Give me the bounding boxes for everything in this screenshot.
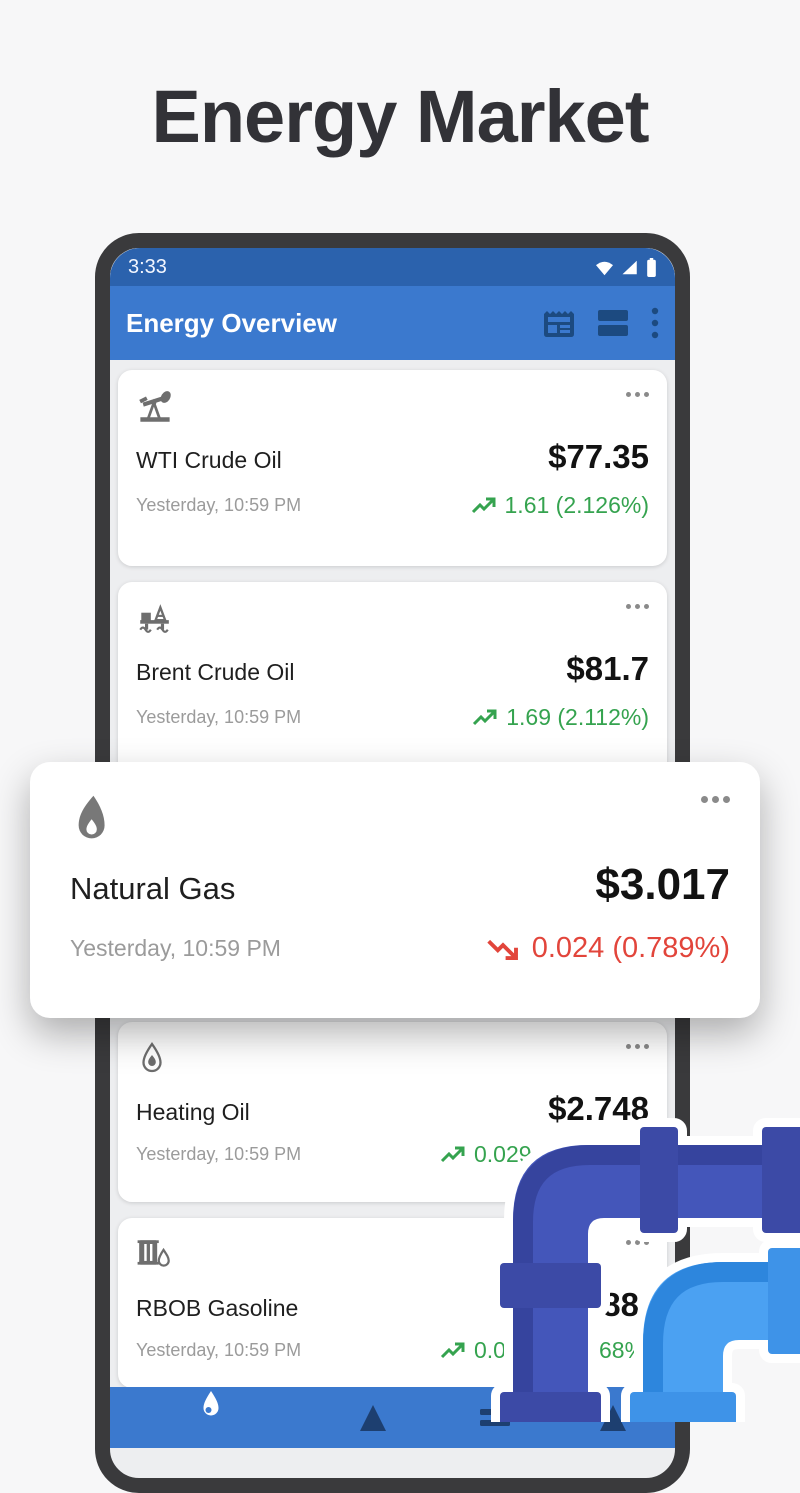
page-title: Energy Market <box>151 75 650 158</box>
trending-up-icon <box>440 1342 465 1358</box>
commodity-card-rbob[interactable]: RBOB Gasoline 88 Yesterday, 10:59 PM 0.0… <box>118 1218 667 1388</box>
commodity-updated: Yesterday, 10:59 PM <box>136 707 302 727</box>
trending-up-icon <box>471 497 496 513</box>
commodity-name: Brent Crude Oil <box>136 659 295 685</box>
chart-peak-icon[interactable] <box>598 1403 628 1433</box>
card-menu-button[interactable] <box>626 1040 649 1049</box>
cellular-signal-icon <box>622 260 637 274</box>
commodity-change: 0.024 (0.789%) <box>486 932 730 965</box>
gas-flame-icon <box>78 795 105 839</box>
oil-drop-flame-icon <box>142 1042 162 1073</box>
oil-pumpjack-icon <box>139 391 171 422</box>
commodity-price: $2.748 <box>548 1090 649 1127</box>
commodity-card-wti[interactable]: WTI Crude Oil $77.35 Yesterday, 10:59 PM… <box>118 370 667 566</box>
trending-up-icon <box>473 709 497 725</box>
trending-up-icon <box>440 1146 465 1162</box>
card-menu-button[interactable] <box>626 1236 649 1245</box>
trending-down-icon <box>487 939 518 960</box>
view-agenda-icon[interactable] <box>597 309 629 337</box>
commodity-name: RBOB Gasoline <box>136 1295 299 1321</box>
menu-bar-icon[interactable] <box>478 1407 512 1437</box>
status-bar: 3:33 <box>110 248 675 286</box>
commodity-name: Heating Oil <box>136 1099 250 1125</box>
commodity-updated: Yesterday, 10:59 PM <box>70 935 281 961</box>
commodity-card-natural-gas[interactable]: Natural Gas $3.017 Yesterday, 10:59 PM 0… <box>30 762 760 1018</box>
commodity-price: $81.7 <box>566 650 649 687</box>
commodity-change: 1.69 (2.112%) <box>472 704 649 731</box>
status-time: 3:33 <box>128 255 167 278</box>
card-menu-button[interactable] <box>626 388 649 397</box>
commodity-change: 1.61 (2.126%) <box>471 492 649 519</box>
card-menu-button[interactable] <box>701 792 730 803</box>
commodity-price: 88 <box>602 1286 639 1323</box>
commodity-updated: Yesterday, 10:59 PM <box>136 1144 302 1164</box>
oil-barrel-drop-icon <box>137 1240 170 1267</box>
battery-icon <box>647 257 656 277</box>
oil-drop-icon[interactable] <box>198 1390 224 1424</box>
oil-platform-icon <box>139 604 169 633</box>
commodity-name: WTI Crude Oil <box>136 447 282 473</box>
commodity-updated: Yesterday, 10:59 PM <box>136 1340 302 1360</box>
commodity-updated: Yesterday, 10:59 PM <box>136 495 302 515</box>
commodity-card-brent[interactable]: Brent Crude Oil $81.7 Yesterday, 10:59 P… <box>118 582 667 778</box>
overflow-menu-icon[interactable] <box>651 307 659 339</box>
commodity-card-heating-oil[interactable]: Heating Oil $2.748 Yesterday, 10:59 PM 0… <box>118 1022 667 1202</box>
wifi-icon <box>596 261 613 275</box>
news-widget-icon[interactable] <box>543 308 575 338</box>
chart-peak-icon[interactable] <box>358 1403 388 1433</box>
commodity-name: Natural Gas <box>70 871 236 906</box>
commodity-change: 0.0 68% <box>440 1337 645 1364</box>
app-bar-title: Energy Overview <box>126 307 337 338</box>
commodity-price: $77.35 <box>548 438 649 475</box>
commodity-change: 0.029 (1. <box>440 1141 565 1168</box>
bottom-nav-bar <box>110 1387 675 1448</box>
app-bar: Energy Overview <box>110 286 675 360</box>
card-menu-button[interactable] <box>626 600 649 609</box>
commodity-price: $3.017 <box>595 860 730 909</box>
